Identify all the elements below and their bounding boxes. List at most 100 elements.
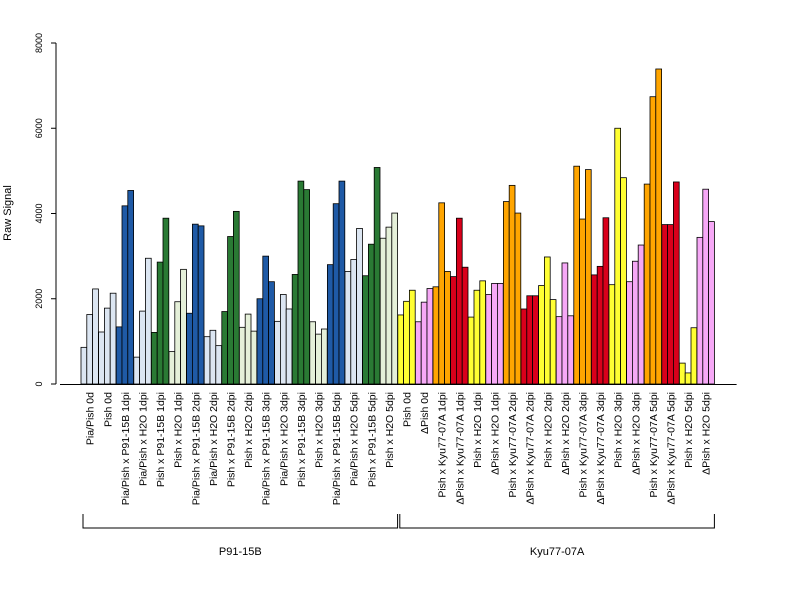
bar — [309, 321, 316, 385]
x-tick-label: Pish x P91-15B 3dpi — [296, 392, 308, 487]
x-tick-label: ΔPish x Kyu77-07A 5dpi — [666, 392, 678, 505]
bar — [232, 210, 240, 385]
x-tick-label: Pish x Kyu77-07A 1dpi — [437, 392, 449, 498]
bar — [502, 201, 510, 385]
x-tick-label: Pia/Pish x P91-15B 3dpi — [261, 392, 273, 505]
bar — [667, 224, 674, 385]
bar — [80, 346, 88, 385]
group-label: Kyu77-07A — [530, 546, 585, 558]
x-tick-label: Pish x P91-15B 1dpi — [155, 392, 167, 487]
x-tick-label: ΔPish x Kyu77-07A 2dpi — [525, 392, 537, 505]
x-tick-labels: Pia/Pish 0d Pish 0d Pia/Pish x P91-15B 1dp… — [85, 392, 713, 505]
bar — [408, 289, 416, 385]
bar — [320, 328, 328, 385]
bar — [109, 292, 117, 385]
bar — [279, 294, 287, 385]
bar — [549, 299, 557, 385]
bar — [379, 237, 387, 385]
bar — [661, 224, 668, 385]
bar — [620, 177, 627, 385]
bar — [420, 301, 428, 385]
bar — [649, 96, 657, 385]
x-tick-label: ΔPish x H2O 5dpi — [701, 392, 713, 475]
y-axis: 0 2000 4000 6000 8000 — [34, 33, 57, 387]
bar — [215, 345, 223, 385]
x-tick-label: ΔPish x H2O 1dpi — [490, 392, 502, 475]
bar — [350, 259, 357, 385]
bar — [133, 356, 141, 385]
x-tick-label: Pish 0d — [402, 392, 414, 427]
bar — [127, 190, 135, 385]
bar — [514, 212, 522, 385]
bar — [86, 314, 94, 385]
bar — [397, 314, 404, 385]
bar — [338, 180, 346, 385]
bar — [579, 218, 586, 385]
bar — [373, 167, 381, 385]
group-bracket — [82, 514, 399, 529]
x-tick-label: Pish 0d — [102, 392, 114, 427]
x-tick-label: ΔPish x Kyu77-07A 1dpi — [454, 392, 466, 505]
bar — [684, 372, 692, 385]
x-tick-label: Pish x Kyu77-07A 5dpi — [648, 392, 660, 498]
x-tick-label: Pish x H2O 2dpi — [542, 392, 554, 468]
x-tick-label: ΔPish x H2O 2dpi — [560, 392, 572, 475]
bar — [285, 308, 293, 385]
x-tick-label: Pish x Kyu77-07A 3dpi — [578, 392, 590, 498]
bar — [690, 327, 698, 385]
bar — [121, 205, 129, 385]
bar — [708, 221, 715, 385]
bar — [367, 243, 375, 385]
bar — [221, 311, 229, 385]
bar — [168, 351, 176, 385]
bar — [696, 236, 704, 385]
bar — [274, 320, 281, 385]
plot-area — [60, 68, 737, 385]
bar — [561, 262, 569, 385]
bar — [637, 244, 645, 385]
x-tick-label: Pia/Pish x H2O 2dpi — [208, 392, 220, 486]
x-tick-label: Pia/Pish x H2O 3dpi — [278, 392, 290, 486]
bar — [332, 203, 340, 385]
x-tick-label: Pish x P91-15B 5dpi — [366, 392, 378, 487]
x-tick-label: ΔPish x H2O 3dpi — [630, 392, 642, 475]
bar — [209, 329, 217, 385]
bar — [532, 295, 539, 385]
x-tick-label: Pish x P91-15B 2dpi — [226, 392, 238, 487]
bar — [555, 316, 563, 385]
bar — [614, 127, 621, 385]
x-tick-label: ΔPish x Kyu77-07A 3dpi — [595, 392, 607, 505]
bar — [326, 264, 334, 385]
y-tick-label: 8000 — [34, 33, 44, 53]
bar — [444, 271, 451, 385]
group-bracket — [399, 514, 715, 529]
bar — [491, 282, 498, 385]
bar — [508, 184, 516, 385]
bar — [608, 284, 616, 385]
bar — [455, 217, 463, 385]
bar — [596, 265, 604, 385]
x-tick-label: ΔPish 0d — [419, 392, 431, 434]
y-axis-label: Raw Signal — [2, 185, 14, 241]
x-tick-label: Pish x Kyu77-07A 2dpi — [507, 392, 519, 498]
bar — [174, 301, 182, 385]
bar — [104, 307, 111, 385]
bar — [256, 298, 264, 385]
bar — [144, 257, 152, 385]
bar — [461, 266, 469, 385]
x-tick-label: Pish x H2O 1dpi — [472, 392, 484, 468]
bar — [362, 275, 369, 385]
x-tick-label: Pia/Pish x P91-15B 1dpi — [120, 392, 132, 505]
bar — [432, 286, 440, 385]
bar — [203, 336, 211, 385]
bar — [356, 228, 363, 385]
x-tick-label: Pia/Pish x P91-15B 2dpi — [190, 392, 202, 505]
x-tick-label: Pia/Pish x P91-15B 5dpi — [331, 392, 343, 505]
bar — [344, 271, 352, 385]
bar — [227, 236, 234, 385]
y-tick-label: 4000 — [34, 203, 44, 223]
y-tick-label: 6000 — [34, 118, 44, 138]
x-tick-label: Pish x H2O 5dpi — [683, 392, 695, 468]
bar — [385, 226, 393, 385]
bar — [520, 308, 528, 385]
